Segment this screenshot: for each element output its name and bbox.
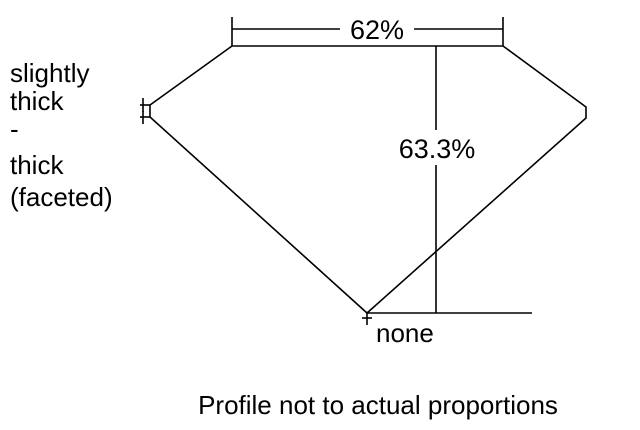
footer-note: Profile not to actual proportions — [198, 390, 558, 420]
girdle-label-line-2: thick — [10, 86, 64, 116]
culet-label: none — [376, 318, 434, 348]
girdle-label-line-3: - — [10, 114, 19, 144]
girdle-label-line-5: (faceted) — [10, 182, 113, 212]
table-percentage-label: 62% — [350, 15, 404, 45]
girdle-label-line-4: thick — [10, 150, 64, 180]
depth-percentage-label: 63.3% — [399, 134, 476, 164]
girdle-label-line-1: slightly — [10, 58, 89, 88]
gem-outline — [149, 45, 587, 315]
